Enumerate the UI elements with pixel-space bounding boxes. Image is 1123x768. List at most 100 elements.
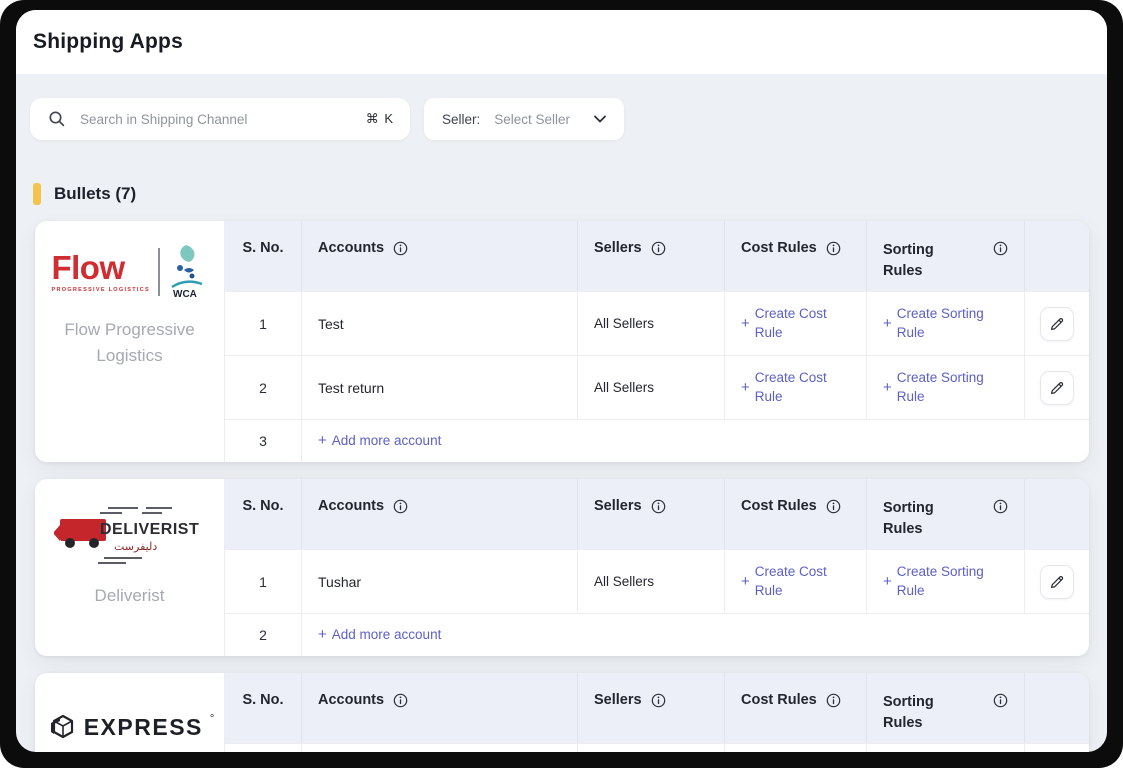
col-header-cost-rules: Cost Rules	[725, 479, 867, 549]
link-label: Create Sorting Rule	[897, 369, 997, 407]
cell-cost-rule	[725, 744, 867, 752]
plus-icon: +	[883, 380, 892, 395]
create-cost-rule-link[interactable]: + Create Cost Rule	[741, 563, 839, 601]
col-header-label: Sellers	[594, 692, 642, 708]
col-header-cost-rules: Cost Rules	[725, 221, 867, 291]
cell-sno: 2	[225, 614, 302, 656]
col-header-sellers: Sellers	[578, 221, 725, 291]
col-header-label: Sorting Rules	[883, 498, 947, 540]
col-header-actions	[1025, 221, 1089, 291]
edit-account-button[interactable]	[1040, 371, 1074, 405]
page-header: Shipping Apps	[16, 10, 1107, 74]
info-icon[interactable]	[826, 241, 841, 256]
info-icon[interactable]	[393, 693, 408, 708]
provider-logo-column: Flow PROGRESSIVE LOGISTICS WCA Flow Prog…	[35, 221, 225, 462]
info-icon[interactable]	[651, 693, 666, 708]
link-label: Create Cost Rule	[755, 305, 839, 343]
col-header-label: Sorting Rules	[883, 240, 947, 282]
cell-sno: 1	[225, 550, 302, 613]
toolbar: ⌘ K Seller: Select Seller	[30, 98, 1107, 140]
search-box[interactable]: ⌘ K	[30, 98, 410, 140]
page-title: Shipping Apps	[33, 30, 183, 54]
add-more-account-link[interactable]: + Add more account	[318, 626, 441, 645]
table-header-row: S. No. Accounts Sellers Cost Rules S	[225, 221, 1089, 291]
col-header-sno: S. No.	[225, 479, 302, 549]
info-icon[interactable]	[651, 241, 666, 256]
info-icon[interactable]	[393, 499, 408, 514]
express-logo-mark: °	[210, 713, 214, 725]
col-header-actions	[1025, 673, 1089, 743]
wca-badge-icon: WCA	[168, 243, 208, 301]
flow-logo: Flow PROGRESSIVE LOGISTICS WCA	[51, 243, 207, 301]
table-row: 1 Test All Sellers + Create Cost Rule + …	[225, 291, 1089, 355]
create-cost-rule-link[interactable]: + Create Cost Rule	[741, 305, 839, 343]
info-icon[interactable]	[826, 693, 841, 708]
cell-actions	[1025, 744, 1089, 752]
plus-icon: +	[883, 574, 892, 589]
create-sorting-rule-link[interactable]: + Create Sorting Rule	[883, 369, 997, 407]
pencil-icon	[1049, 316, 1065, 332]
create-sorting-rule-link[interactable]: + Create Sorting Rule	[883, 563, 997, 601]
link-label: Create Cost Rule	[755, 369, 839, 407]
screenshot-frame: Shipping Apps ⌘ K Seller: Select Seller …	[0, 0, 1123, 768]
link-label: Create Cost Rule	[755, 563, 839, 601]
cell-cost-rule: + Create Cost Rule	[725, 356, 867, 419]
cell-sorting-rule: + Create Sorting Rule	[867, 292, 1025, 355]
chevron-down-icon	[594, 115, 606, 123]
accounts-table: S. No. Accounts Sellers Cost Rules S	[225, 673, 1089, 752]
col-header-label: Cost Rules	[741, 498, 817, 514]
pencil-icon	[1049, 574, 1065, 590]
cell-add-more: + Add more account	[302, 614, 1089, 656]
cell-sno: 3	[225, 420, 302, 462]
plus-icon: +	[318, 433, 327, 448]
provider-name: Deliverist	[64, 583, 196, 609]
cell-account: Test return	[302, 356, 578, 419]
cell-sno	[225, 744, 302, 752]
provider-logo-column: EXPRESS °	[35, 673, 225, 752]
info-icon[interactable]	[993, 241, 1008, 256]
col-header-sorting-rules: Sorting Rules	[867, 221, 1025, 291]
express-logo-icon	[46, 711, 78, 743]
info-icon[interactable]	[651, 499, 666, 514]
info-icon[interactable]	[826, 499, 841, 514]
col-header-accounts: Accounts	[302, 221, 578, 291]
plus-icon: +	[883, 316, 892, 331]
provider-card-express: EXPRESS ° S. No. Accounts Sellers	[35, 673, 1089, 752]
info-icon[interactable]	[993, 693, 1008, 708]
col-header-sorting-rules: Sorting Rules	[867, 479, 1025, 549]
edit-account-button[interactable]	[1040, 307, 1074, 341]
section-header: Bullets (7)	[33, 183, 1107, 205]
create-cost-rule-link[interactable]: + Create Cost Rule	[741, 369, 839, 407]
plus-icon: +	[741, 574, 750, 589]
cell-cost-rule: + Create Cost Rule	[725, 292, 867, 355]
seller-dropdown[interactable]: Seller: Select Seller	[424, 98, 624, 140]
add-more-account-link[interactable]: + Add more account	[318, 432, 441, 451]
search-input[interactable]	[80, 112, 366, 127]
col-header-label: Cost Rules	[741, 692, 817, 708]
col-header-label: Accounts	[318, 498, 384, 514]
col-header-accounts: Accounts	[302, 479, 578, 549]
seller-label: Seller:	[442, 112, 480, 127]
section-title: Bullets (7)	[54, 184, 136, 204]
cell-cost-rule: + Create Cost Rule	[725, 550, 867, 613]
create-sorting-rule-link[interactable]: + Create Sorting Rule	[883, 305, 997, 343]
info-icon[interactable]	[393, 241, 408, 256]
table-row: 1 Tushar All Sellers + Create Cost Rule …	[225, 549, 1089, 613]
wca-badge-text: WCA	[173, 289, 197, 300]
cell-add-more: + Add more account	[302, 420, 1089, 462]
info-icon[interactable]	[993, 499, 1008, 514]
col-header-actions	[1025, 479, 1089, 549]
flow-logotype: Flow PROGRESSIVE LOGISTICS	[51, 251, 150, 293]
link-label: Create Sorting Rule	[897, 305, 997, 343]
deliverist-logo: DELIVERIST دليفرست	[54, 501, 206, 567]
col-header-label: Sorting Rules	[883, 692, 947, 734]
flow-logo-divider	[158, 248, 160, 296]
cell-sorting-rule: + Create Sorting Rule	[867, 356, 1025, 419]
deliverist-logo-text: DELIVERIST	[100, 521, 199, 538]
shipping-apps-page: Shipping Apps ⌘ K Seller: Select Seller …	[16, 10, 1107, 752]
col-header-sorting-rules: Sorting Rules	[867, 673, 1025, 743]
table-row: 2 Test return All Sellers + Create Cost …	[225, 355, 1089, 419]
col-header-label: Cost Rules	[741, 240, 817, 256]
cell-sorting-rule	[867, 744, 1025, 752]
edit-account-button[interactable]	[1040, 565, 1074, 599]
